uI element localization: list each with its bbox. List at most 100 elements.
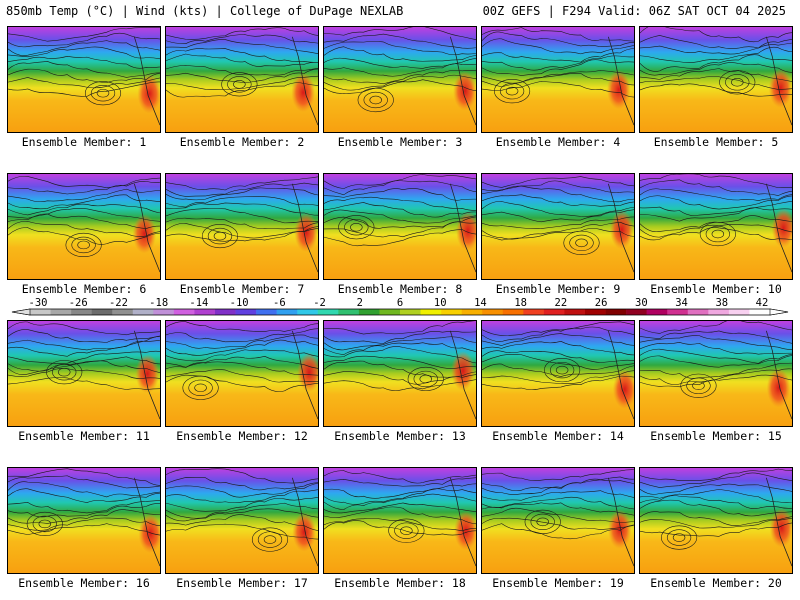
ensemble-panel <box>481 320 635 427</box>
ensemble-member-label: Ensemble Member: 5 <box>653 135 779 149</box>
colorbar-swatch <box>585 309 606 315</box>
ensemble-member-label: Ensemble Member: 16 <box>18 576 150 590</box>
ensemble-panel <box>639 320 793 427</box>
ensemble-member-label: Ensemble Member: 8 <box>337 282 463 296</box>
ensemble-member-label: Ensemble Member: 15 <box>650 429 782 443</box>
colorbar-swatch <box>358 309 380 315</box>
colorbar-tick-label: 2 <box>356 297 363 309</box>
ensemble-panel <box>165 467 319 574</box>
header-run-info: 00Z GEFS | F294 Valid: 06Z SAT OCT 04 20… <box>482 4 786 18</box>
colorbar-swatch <box>482 309 504 315</box>
colorbar-arrow-right <box>769 308 789 316</box>
ensemble-member-label: Ensemble Member: 3 <box>337 135 463 149</box>
ensemble-member-label: Ensemble Member: 17 <box>176 576 308 590</box>
colorbar-swatch <box>153 309 175 315</box>
colorbar-swatch <box>687 309 709 315</box>
colorbar-swatch <box>708 309 730 315</box>
ensemble-member-label: Ensemble Member: 9 <box>495 282 621 296</box>
colorbar-swatch <box>256 309 277 315</box>
colorbar-swatch <box>646 309 668 315</box>
ensemble-panel <box>323 467 477 574</box>
ensemble-member-label: Ensemble Member: 12 <box>176 429 308 443</box>
colorbar-tick-label: 14 <box>474 297 487 309</box>
ensemble-panel <box>639 467 793 574</box>
colorbar-tick-label: 22 <box>554 297 568 309</box>
ensemble-member-label: Ensemble Member: 13 <box>334 429 466 443</box>
ensemble-panel <box>639 173 793 280</box>
ensemble-member-label: Ensemble Member: 4 <box>495 135 621 149</box>
ensemble-panel <box>323 26 477 133</box>
ensemble-panel <box>7 467 161 574</box>
colorbar-swatch <box>441 309 462 315</box>
colorbar-swatch <box>379 309 401 315</box>
ensemble-member-label: Ensemble Member: 11 <box>18 429 150 443</box>
colorbar-swatch <box>215 309 236 315</box>
ensemble-panel <box>481 467 635 574</box>
colorbar-swatch <box>400 309 421 315</box>
colorbar-tick-label: 10 <box>433 297 447 309</box>
colorbar-tick-label: 42 <box>755 297 769 309</box>
colorbar-swatch <box>502 309 524 315</box>
colorbar-swatch <box>543 309 565 315</box>
ensemble-member-label: Ensemble Member: 19 <box>492 576 624 590</box>
colorbar-tick-label: -14 <box>189 297 209 309</box>
colorbar-swatch <box>235 309 257 315</box>
colorbar-swatch <box>71 309 92 315</box>
ensemble-member-label: Ensemble Member: 10 <box>650 282 782 296</box>
ensemble-member-label: Ensemble Member: 18 <box>334 576 466 590</box>
colorbar-tick-label: 26 <box>594 297 608 309</box>
colorbar-tick-label: 38 <box>715 297 729 309</box>
colorbar-swatch <box>728 309 750 315</box>
ensemble-member-label: Ensemble Member: 20 <box>650 576 782 590</box>
ensemble-panel <box>481 26 635 133</box>
colorbar-swatch <box>276 309 298 315</box>
colorbar-tick-label: -2 <box>313 297 326 309</box>
colorbar-swatch <box>605 309 627 315</box>
colorbar-swatch <box>667 309 689 315</box>
colorbar-swatch <box>461 309 483 315</box>
colorbar-swatch <box>91 309 113 315</box>
colorbar-tick-label: -18 <box>149 297 169 309</box>
ensemble-panel <box>481 173 635 280</box>
colorbar-swatch <box>749 309 771 315</box>
colorbar-swatch <box>112 309 134 315</box>
colorbar-swatch <box>564 309 586 315</box>
ensemble-panel <box>165 320 319 427</box>
colorbar-swatch <box>297 309 319 315</box>
colorbar-tick-label: -26 <box>68 297 88 309</box>
ensemble-member-label: Ensemble Member: 2 <box>179 135 305 149</box>
ensemble-panel <box>7 173 161 280</box>
ensemble-member-label: Ensemble Member: 6 <box>21 282 147 296</box>
colorbar-tick-label: -6 <box>273 297 286 309</box>
header-title: 850mb Temp (°C) | Wind (kts) | College o… <box>6 4 404 18</box>
colorbar-swatch <box>317 309 339 315</box>
colorbar-arrow-left <box>11 308 31 316</box>
colorbar-swatch <box>173 309 195 315</box>
ensemble-member-label: Ensemble Member: 7 <box>179 282 305 296</box>
colorbar-tick-label: -22 <box>108 297 128 309</box>
colorbar-tick-label: 30 <box>635 297 648 309</box>
colorbar-swatch <box>523 309 545 315</box>
ensemble-panel <box>7 26 161 133</box>
colorbar-swatch <box>50 309 72 315</box>
ensemble-panel <box>323 173 477 280</box>
colorbar-swatch <box>420 309 442 315</box>
ensemble-member-label: Ensemble Member: 14 <box>492 429 624 443</box>
colorbar-swatch <box>338 309 360 315</box>
colorbar-tick-label: -30 <box>28 297 48 309</box>
colorbar-swatch <box>626 309 647 315</box>
ensemble-panel <box>639 26 793 133</box>
ensemble-panel <box>7 320 161 427</box>
temperature-colorbar <box>11 308 789 316</box>
colorbar-swatch <box>132 309 154 315</box>
ensemble-panel <box>165 26 319 133</box>
colorbar-tick-label: 6 <box>396 297 404 309</box>
colorbar-swatch <box>194 309 216 315</box>
colorbar-tick-label: 34 <box>675 297 688 309</box>
colorbar-tick-label: -10 <box>229 297 249 309</box>
colorbar-swatch <box>30 309 51 315</box>
ensemble-panel <box>323 320 477 427</box>
ensemble-member-label: Ensemble Member: 1 <box>21 135 147 149</box>
colorbar-tick-label: 18 <box>514 297 527 309</box>
ensemble-panel <box>165 173 319 280</box>
